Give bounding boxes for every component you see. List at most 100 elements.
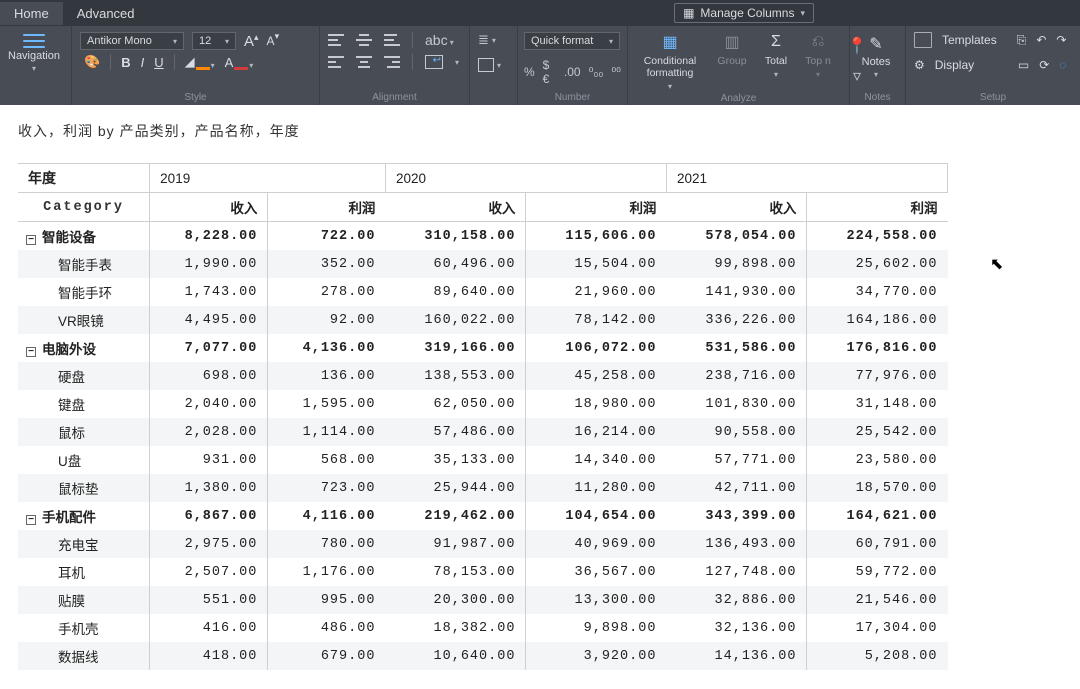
cell-value[interactable]: 127,748.00 — [666, 558, 807, 586]
decrease-decimal-button[interactable]: ⁰₀₀ — [589, 65, 604, 79]
cell-value[interactable]: 141,930.00 — [666, 278, 807, 306]
cell-value[interactable]: 21,546.00 — [807, 586, 948, 614]
cell-value[interactable]: 698.00 — [150, 362, 268, 390]
merge-button[interactable] — [425, 55, 443, 69]
cell-value[interactable]: 45,258.00 — [526, 362, 667, 390]
cell-value[interactable]: 10,640.00 — [385, 642, 526, 670]
cell-value[interactable]: 25,542.00 — [807, 418, 948, 446]
cell-value[interactable]: 551.00 — [150, 586, 268, 614]
measure-header[interactable]: 收入 — [385, 193, 526, 222]
refresh-icon[interactable]: ⟳ — [1039, 58, 1049, 72]
cell-value[interactable]: 1,990.00 — [150, 250, 268, 278]
quick-format-select[interactable]: Quick format ▾ — [524, 32, 620, 50]
cell-value[interactable]: 336,226.00 — [666, 306, 807, 334]
cell-value[interactable]: 4,136.00 — [268, 334, 386, 362]
cell-value[interactable]: 14,136.00 — [666, 642, 807, 670]
cell-value[interactable]: 780.00 — [268, 530, 386, 558]
collapse-icon[interactable]: − — [26, 347, 36, 357]
thousands-button[interactable]: .00 — [564, 65, 581, 79]
data-row[interactable]: 鼠标垫1,380.00723.0025,944.0011,280.0042,71… — [18, 474, 948, 502]
cell-value[interactable]: 995.00 — [268, 586, 386, 614]
data-row[interactable]: VR眼镜4,495.0092.00160,022.0078,142.00336,… — [18, 306, 948, 334]
cell-value[interactable]: 18,382.00 — [385, 614, 526, 642]
cell-value[interactable]: 343,399.00 — [666, 502, 807, 530]
underline-button[interactable]: U — [154, 55, 163, 70]
cell-value[interactable]: 4,495.00 — [150, 306, 268, 334]
cell-value[interactable]: 219,462.00 — [385, 502, 526, 530]
data-row[interactable]: 硬盘698.00136.00138,553.0045,258.00238,716… — [18, 362, 948, 390]
category-row[interactable]: −智能设备8,228.00722.00310,158.00115,606.005… — [18, 222, 948, 251]
cell-value[interactable]: 5,208.00 — [807, 642, 948, 670]
cell-value[interactable]: 310,158.00 — [385, 222, 526, 251]
cell-value[interactable]: 14,340.00 — [526, 446, 667, 474]
cell-value[interactable]: 416.00 — [150, 614, 268, 642]
cell-value[interactable]: 9,898.00 — [526, 614, 667, 642]
grow-font-button[interactable]: A▴ — [244, 33, 259, 50]
data-row[interactable]: 键盘2,040.001,595.0062,050.0018,980.00101,… — [18, 390, 948, 418]
align-center-button[interactable] — [356, 56, 372, 68]
loading-icon[interactable]: ◌ — [1059, 58, 1066, 72]
cell-value[interactable]: 89,640.00 — [385, 278, 526, 306]
measure-header[interactable]: 利润 — [268, 193, 386, 222]
collapse-icon[interactable]: − — [26, 515, 36, 525]
cell-value[interactable]: 36,567.00 — [526, 558, 667, 586]
data-row[interactable]: 手机壳416.00486.0018,382.009,898.0032,136.0… — [18, 614, 948, 642]
cell-value[interactable]: 2,507.00 — [150, 558, 268, 586]
cell-value[interactable]: 160,022.00 — [385, 306, 526, 334]
align-middle-button[interactable] — [356, 34, 372, 46]
cell-value[interactable]: 7,077.00 — [150, 334, 268, 362]
collapse-icon[interactable]: − — [26, 235, 36, 245]
cell-value[interactable]: 17,304.00 — [807, 614, 948, 642]
data-row[interactable]: 鼠标2,028.001,114.0057,486.0016,214.0090,5… — [18, 418, 948, 446]
cell-value[interactable]: 138,553.00 — [385, 362, 526, 390]
conditional-formatting-button[interactable]: ▦ Conditional formatting▾ — [634, 32, 706, 91]
data-row[interactable]: 充电宝2,975.00780.0091,987.0040,969.00136,4… — [18, 530, 948, 558]
display-button[interactable]: Display — [935, 58, 974, 72]
cell-value[interactable]: 176,816.00 — [807, 334, 948, 362]
templates-button[interactable]: Templates — [942, 33, 997, 47]
year-header[interactable]: 2019 — [150, 164, 386, 193]
year-header[interactable]: 2020 — [385, 164, 666, 193]
cell-value[interactable]: 6,867.00 — [150, 502, 268, 530]
cell-value[interactable]: 18,570.00 — [807, 474, 948, 502]
cell-value[interactable]: 679.00 — [268, 642, 386, 670]
measure-header[interactable]: 收入 — [150, 193, 268, 222]
tab-home[interactable]: Home — [0, 2, 63, 25]
align-bottom-button[interactable] — [384, 34, 400, 46]
cell-value[interactable]: 90,558.00 — [666, 418, 807, 446]
cell-value[interactable]: 1,114.00 — [268, 418, 386, 446]
cell-value[interactable]: 164,186.00 — [807, 306, 948, 334]
cell-value[interactable]: 78,142.00 — [526, 306, 667, 334]
data-row[interactable]: 耳机2,507.001,176.0078,153.0036,567.00127,… — [18, 558, 948, 586]
cell-value[interactable]: 18,980.00 — [526, 390, 667, 418]
cell-value[interactable]: 104,654.00 — [526, 502, 667, 530]
cell-value[interactable]: 34,770.00 — [807, 278, 948, 306]
cell-value[interactable]: 136.00 — [268, 362, 386, 390]
category-label[interactable]: −智能设备 — [18, 222, 150, 251]
cell-value[interactable]: 25,602.00 — [807, 250, 948, 278]
tab-advanced[interactable]: Advanced — [63, 2, 149, 25]
cell-value[interactable]: 11,280.00 — [526, 474, 667, 502]
cell-value[interactable]: 2,975.00 — [150, 530, 268, 558]
line-spacing-button[interactable]: ≣▾ — [478, 32, 501, 48]
cell-value[interactable]: 238,716.00 — [666, 362, 807, 390]
cell-value[interactable]: 106,072.00 — [526, 334, 667, 362]
font-size-select[interactable]: 12 ▾ — [192, 32, 236, 50]
cell-value[interactable]: 352.00 — [268, 250, 386, 278]
cell-value[interactable]: 531,586.00 — [666, 334, 807, 362]
cell-value[interactable]: 1,595.00 — [268, 390, 386, 418]
align-right-button[interactable] — [384, 56, 400, 68]
fill-color-button[interactable]: ◢ ▾ — [185, 54, 215, 70]
wrap-text-button[interactable]: abc ▾ — [425, 32, 454, 48]
manage-columns-button[interactable]: ▦ Manage Columns ▾ — [674, 3, 814, 23]
redo-icon[interactable]: ↷ — [1056, 33, 1066, 47]
data-row[interactable]: 智能手表1,990.00352.0060,496.0015,504.0099,8… — [18, 250, 948, 278]
bold-button[interactable]: B — [121, 55, 130, 70]
measure-header[interactable]: 利润 — [807, 193, 948, 222]
undo-icon[interactable]: ↶ — [1036, 33, 1046, 47]
cell-value[interactable]: 60,496.00 — [385, 250, 526, 278]
font-family-select[interactable]: Antikor Mono ▾ — [80, 32, 184, 50]
cell-value[interactable]: 13,300.00 — [526, 586, 667, 614]
cell-value[interactable]: 57,771.00 — [666, 446, 807, 474]
cell-value[interactable]: 21,960.00 — [526, 278, 667, 306]
